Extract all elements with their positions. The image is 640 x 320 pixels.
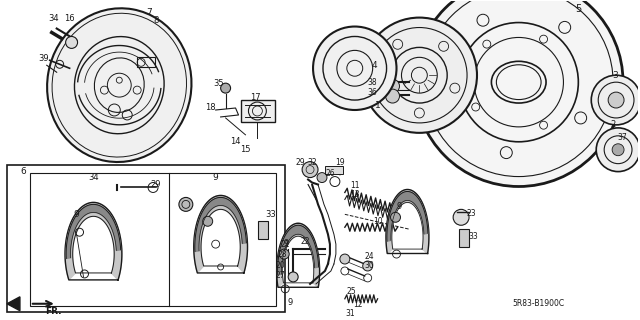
- Polygon shape: [386, 189, 429, 253]
- Bar: [259, 221, 268, 239]
- Text: 34: 34: [88, 173, 99, 182]
- Text: 38: 38: [368, 78, 378, 87]
- Bar: [30, 172, 276, 306]
- Circle shape: [203, 216, 212, 226]
- Circle shape: [221, 83, 230, 93]
- Circle shape: [363, 261, 372, 271]
- Circle shape: [591, 75, 640, 125]
- Text: 9: 9: [287, 298, 293, 307]
- Text: FR.: FR.: [45, 307, 62, 316]
- Text: 34: 34: [49, 14, 59, 23]
- Text: 4: 4: [372, 61, 378, 70]
- Text: 33: 33: [468, 232, 478, 241]
- Text: 6: 6: [20, 167, 26, 176]
- Polygon shape: [7, 297, 20, 311]
- Circle shape: [313, 27, 397, 110]
- Text: 5: 5: [575, 4, 582, 14]
- Circle shape: [179, 197, 193, 211]
- Text: 11: 11: [350, 181, 360, 190]
- Circle shape: [302, 162, 318, 178]
- Polygon shape: [66, 204, 121, 258]
- Text: 26: 26: [325, 169, 335, 178]
- Text: 25: 25: [347, 287, 356, 296]
- Polygon shape: [387, 191, 428, 241]
- Text: 21: 21: [280, 240, 290, 249]
- Text: 3: 3: [612, 71, 618, 80]
- Text: 7: 7: [146, 8, 152, 17]
- Text: 29: 29: [151, 180, 161, 189]
- Circle shape: [279, 249, 289, 259]
- Text: 23: 23: [466, 209, 476, 218]
- Text: 39: 39: [38, 54, 49, 63]
- Text: 31: 31: [345, 309, 355, 318]
- Text: 28: 28: [278, 250, 287, 259]
- Ellipse shape: [47, 8, 191, 162]
- Polygon shape: [195, 197, 246, 252]
- Text: 9: 9: [212, 173, 218, 182]
- Bar: [325, 166, 343, 173]
- Bar: [7, 165, 285, 312]
- Text: 32: 32: [307, 158, 317, 167]
- Text: 5R83-B1900C: 5R83-B1900C: [513, 299, 564, 308]
- Polygon shape: [278, 225, 319, 275]
- Text: 9: 9: [284, 239, 289, 248]
- Text: 33: 33: [265, 210, 276, 219]
- Circle shape: [596, 128, 640, 172]
- Text: 35: 35: [213, 79, 224, 88]
- Polygon shape: [276, 223, 319, 287]
- Text: 2: 2: [611, 120, 616, 129]
- Circle shape: [390, 212, 401, 222]
- Polygon shape: [194, 196, 248, 273]
- Text: 14: 14: [230, 137, 241, 146]
- Text: 17: 17: [250, 92, 260, 101]
- Text: 29: 29: [295, 158, 305, 167]
- Text: 22: 22: [300, 237, 310, 246]
- Circle shape: [608, 92, 624, 108]
- Circle shape: [340, 254, 350, 264]
- Text: 36: 36: [368, 88, 378, 97]
- Text: 20: 20: [275, 261, 285, 270]
- Circle shape: [453, 209, 469, 225]
- Circle shape: [66, 36, 77, 48]
- Text: 24: 24: [365, 252, 374, 260]
- Circle shape: [414, 0, 623, 187]
- Text: 15: 15: [240, 145, 251, 154]
- Circle shape: [362, 18, 477, 133]
- Text: 19: 19: [335, 158, 345, 167]
- Circle shape: [612, 144, 624, 156]
- Text: 30: 30: [365, 261, 374, 270]
- Text: 13: 13: [350, 190, 360, 199]
- Text: 9: 9: [397, 202, 402, 211]
- Circle shape: [317, 172, 327, 182]
- Text: 18: 18: [205, 102, 216, 111]
- Bar: [459, 229, 469, 247]
- Text: 37: 37: [617, 133, 627, 142]
- Circle shape: [288, 272, 298, 282]
- Text: 12: 12: [353, 300, 362, 309]
- Text: 1: 1: [375, 100, 381, 109]
- Text: 16: 16: [64, 14, 75, 23]
- Text: 27: 27: [275, 271, 285, 280]
- Bar: [137, 57, 155, 67]
- Bar: [241, 100, 275, 122]
- Text: 8: 8: [154, 16, 159, 25]
- Text: 9: 9: [74, 210, 79, 219]
- Polygon shape: [65, 203, 122, 280]
- Circle shape: [385, 89, 399, 103]
- Text: 10: 10: [373, 217, 383, 226]
- Circle shape: [385, 79, 399, 93]
